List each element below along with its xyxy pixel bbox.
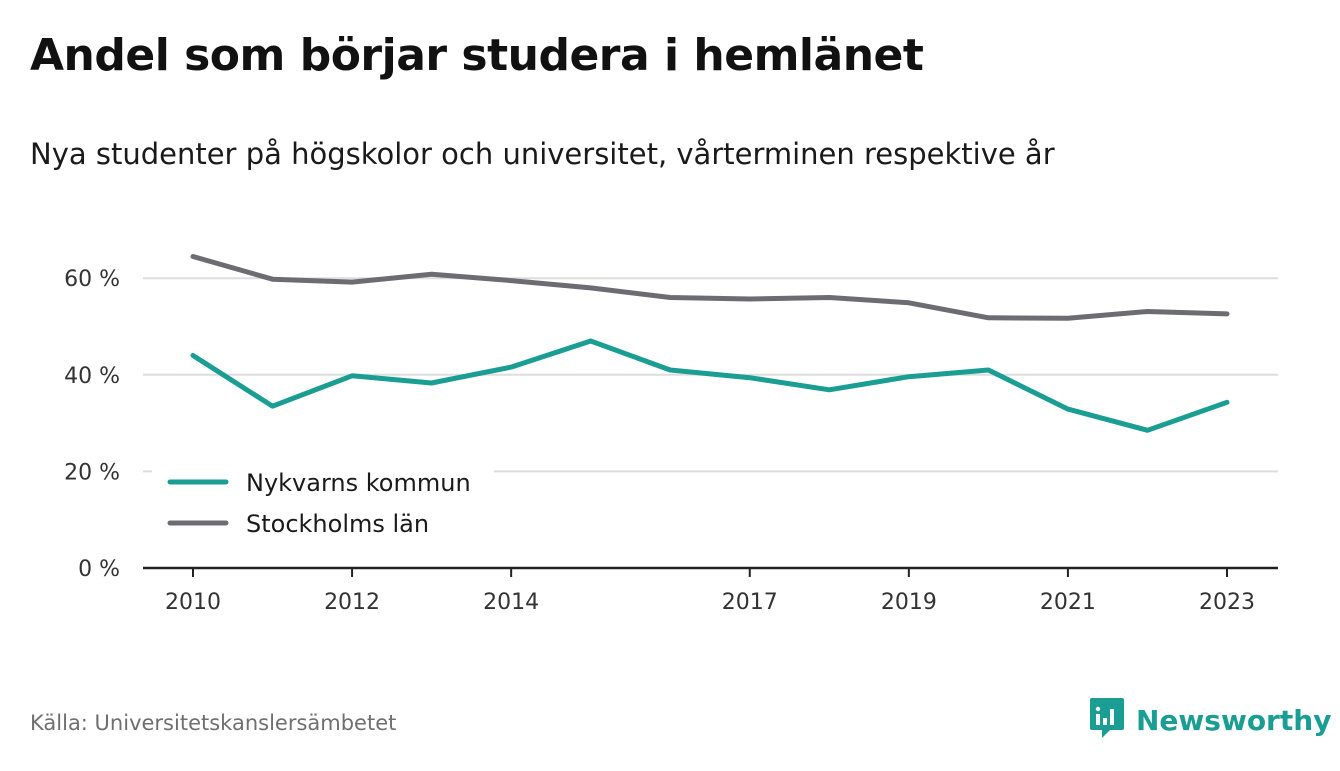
y-tick-label: 60 % <box>64 267 120 292</box>
x-tick-label: 2014 <box>483 590 539 615</box>
newsworthy-logo-icon <box>1088 696 1126 744</box>
legend-background <box>152 462 494 554</box>
brand-name: Newsworthy <box>1136 703 1332 737</box>
y-tick-label: 40 % <box>64 364 120 389</box>
brand-logo[interactable]: Newsworthy <box>1088 698 1331 742</box>
chart-title: Andel som börjar studera i hemlänet <box>30 30 924 81</box>
x-axis: 2010 2012 2014 2017 2019 2021 2023 <box>143 566 1278 615</box>
x-tick-label: 2019 <box>881 590 937 615</box>
x-tick-label: 2012 <box>324 590 380 615</box>
y-axis-ticks: 0 % 20 % 40 % 60 % <box>64 267 120 582</box>
series-line-0 <box>190 338 1230 433</box>
series-line-1 <box>190 254 1230 321</box>
source-note: Källa: Universitetskanslersämbetet <box>30 711 397 735</box>
y-tick-label: 0 % <box>78 557 120 582</box>
legend-label: Nykvarns kommun <box>246 469 471 497</box>
x-tick-label: 2017 <box>722 590 778 615</box>
legend: Nykvarns kommun Stockholms län <box>152 462 494 554</box>
y-tick-label: 20 % <box>64 460 120 485</box>
series-lines <box>190 254 1230 433</box>
legend-label: Stockholms län <box>246 510 429 538</box>
chart-subtitle: Nya studenter på högskolor och universit… <box>30 137 1055 171</box>
x-tick-label: 2010 <box>165 590 221 615</box>
x-tick-label: 2021 <box>1040 590 1096 615</box>
line-chart: 0 % 20 % 40 % 60 % 2010 2012 2014 2017 2019 2021… <box>64 254 1278 615</box>
x-tick-label: 2023 <box>1199 590 1255 615</box>
